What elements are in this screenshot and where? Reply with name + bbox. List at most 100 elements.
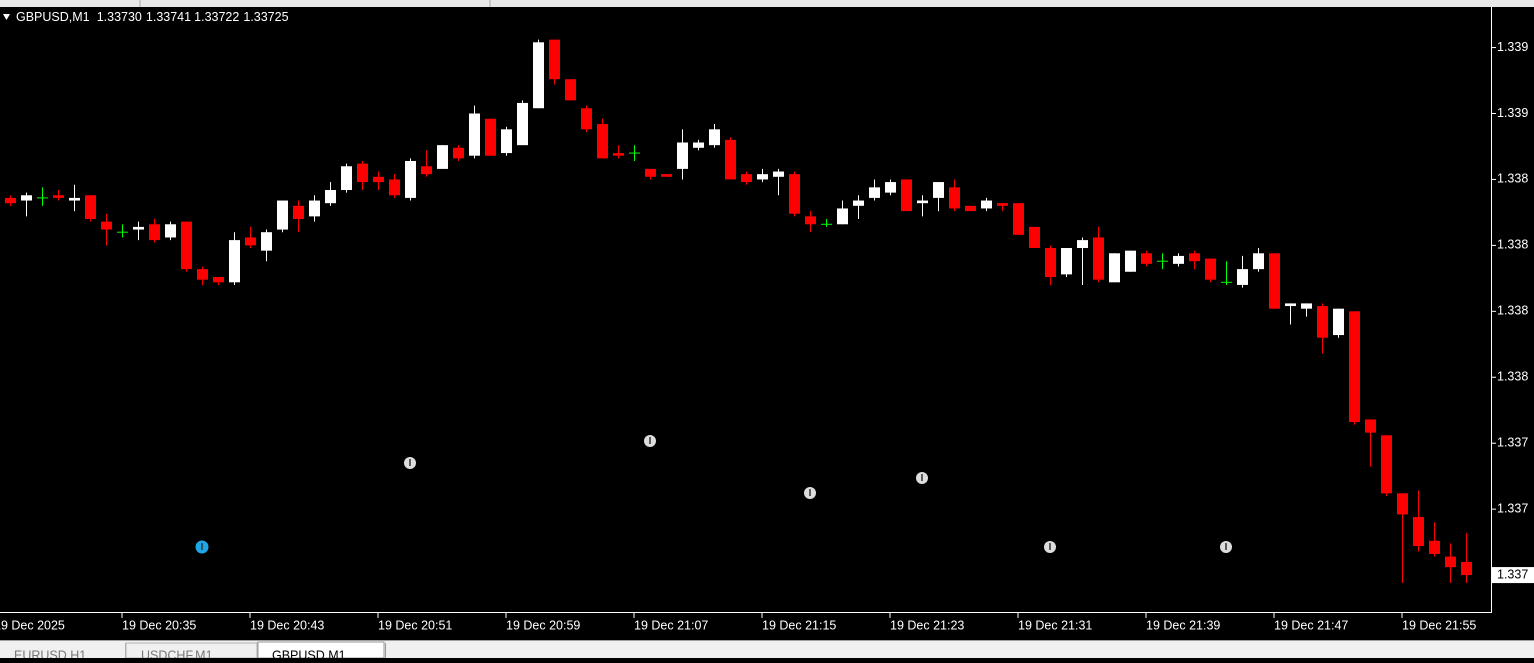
candle-body <box>293 205 304 220</box>
candle-body <box>197 269 208 280</box>
candle-body <box>485 118 496 156</box>
ohlc-open: 1.33730 <box>97 10 142 24</box>
candle-body <box>837 208 848 225</box>
y-tick-label: 1.339 <box>1497 106 1528 120</box>
candle-body <box>901 179 912 212</box>
candle-body <box>69 197 80 201</box>
candle-body <box>725 139 736 180</box>
candle-body <box>565 79 576 101</box>
candle-body <box>853 200 864 206</box>
candle-body <box>1045 248 1056 278</box>
candle-body <box>373 176 384 183</box>
y-tick-label: 1.338 <box>1497 172 1528 186</box>
y-tick-label: 1.337 <box>1497 501 1528 515</box>
candle-body <box>533 42 544 109</box>
candle-body <box>645 168 656 177</box>
x-tick-label: 19 Dec 21:23 <box>890 618 964 632</box>
candle-body <box>1413 517 1424 547</box>
candle-body <box>1365 419 1376 433</box>
candle-body <box>805 216 816 225</box>
candle-body <box>405 160 416 198</box>
candle-body <box>1077 240 1088 249</box>
candle-body <box>229 240 240 283</box>
candle-body <box>1461 561 1472 576</box>
x-tick-label: 19 Dec 21:15 <box>762 618 836 632</box>
candle-body <box>277 200 288 230</box>
candle-body <box>869 187 880 198</box>
y-tick-label: 1.337 <box>1497 435 1528 449</box>
candle-body <box>1093 237 1104 280</box>
candle-body <box>1253 253 1264 270</box>
marker-glyphs <box>201 437 1227 550</box>
chart-area <box>0 7 1534 640</box>
y-tick-label: 1.338 <box>1497 370 1528 384</box>
price-box-label: 1.337 <box>1497 567 1528 581</box>
chart-header: GBPUSD,M1 1.33730 1.33741 1.33722 1.33725 <box>16 10 289 24</box>
candle-body <box>613 153 624 156</box>
candle-body <box>1013 203 1024 235</box>
candle-body <box>661 174 672 177</box>
candle-body <box>133 226 144 230</box>
candle-body <box>1205 258 1216 280</box>
tab-label[interactable]: EURUSD,H1 <box>14 648 86 662</box>
ohlc-close: 1.33725 <box>243 10 288 24</box>
x-tick-label: 19 Dec 21:07 <box>634 618 708 632</box>
candle-body <box>421 166 432 175</box>
candle-body <box>581 108 592 130</box>
candle-body <box>1269 253 1280 309</box>
candle-body <box>1237 269 1248 285</box>
candle-body <box>261 232 272 251</box>
candle-body <box>597 124 608 159</box>
candle-body <box>85 195 96 220</box>
x-tick-label: 19 Dec 21:47 <box>1274 618 1348 632</box>
candle-body <box>757 174 768 180</box>
candle-body <box>1173 255 1184 264</box>
candle-body <box>885 182 896 193</box>
price-box <box>1492 567 1534 584</box>
candle-body <box>1381 435 1392 494</box>
candle-body <box>1189 253 1200 262</box>
x-tick-label: 19 Dec 20:51 <box>378 618 452 632</box>
candle-body <box>213 277 224 283</box>
x-tick-label: 19 Dec 21:39 <box>1146 618 1220 632</box>
candle-body <box>325 189 336 204</box>
candle-body <box>501 129 512 154</box>
candle-body <box>1285 303 1296 307</box>
ohlc-high: 1.33741 <box>146 10 191 24</box>
chart-menu-triangle[interactable] <box>3 14 10 20</box>
candle-body <box>997 203 1008 206</box>
tab-label[interactable]: USDCHF,M1 <box>141 648 213 662</box>
x-tick-label: 19 Dec 21:55 <box>1402 618 1476 632</box>
tab-label[interactable]: GBPUSD,M1 <box>272 648 346 662</box>
candle-body <box>245 237 256 246</box>
top-strip <box>0 0 1534 7</box>
candle-body <box>773 171 784 177</box>
candle-body <box>21 195 32 201</box>
x-tick-label: 19 Dec 20:35 <box>122 618 196 632</box>
candle-body <box>549 39 560 80</box>
symbol: GBPUSD,M1 <box>16 10 90 24</box>
candle-body <box>1333 308 1344 336</box>
y-tick-label: 1.338 <box>1497 238 1528 252</box>
candle-body <box>741 174 752 183</box>
trade-markers <box>195 435 1232 554</box>
candle-body <box>357 163 368 183</box>
candle-body <box>1397 493 1408 515</box>
candle-body <box>709 129 720 146</box>
candle-body <box>453 147 464 159</box>
candle-body <box>101 221 112 230</box>
candle-body <box>789 174 800 214</box>
candle-body <box>1125 250 1136 272</box>
x-tick-label: 19 Dec 20:43 <box>250 618 324 632</box>
y-tick-label: 1.338 <box>1497 304 1528 318</box>
ohlc-low: 1.33722 <box>194 10 239 24</box>
candle-body <box>1109 253 1120 283</box>
candle-body <box>917 200 928 204</box>
candle-body <box>341 166 352 190</box>
candle-body <box>933 182 944 198</box>
candle-body <box>149 224 160 241</box>
candle-body <box>981 200 992 209</box>
candle-body <box>1349 311 1360 423</box>
